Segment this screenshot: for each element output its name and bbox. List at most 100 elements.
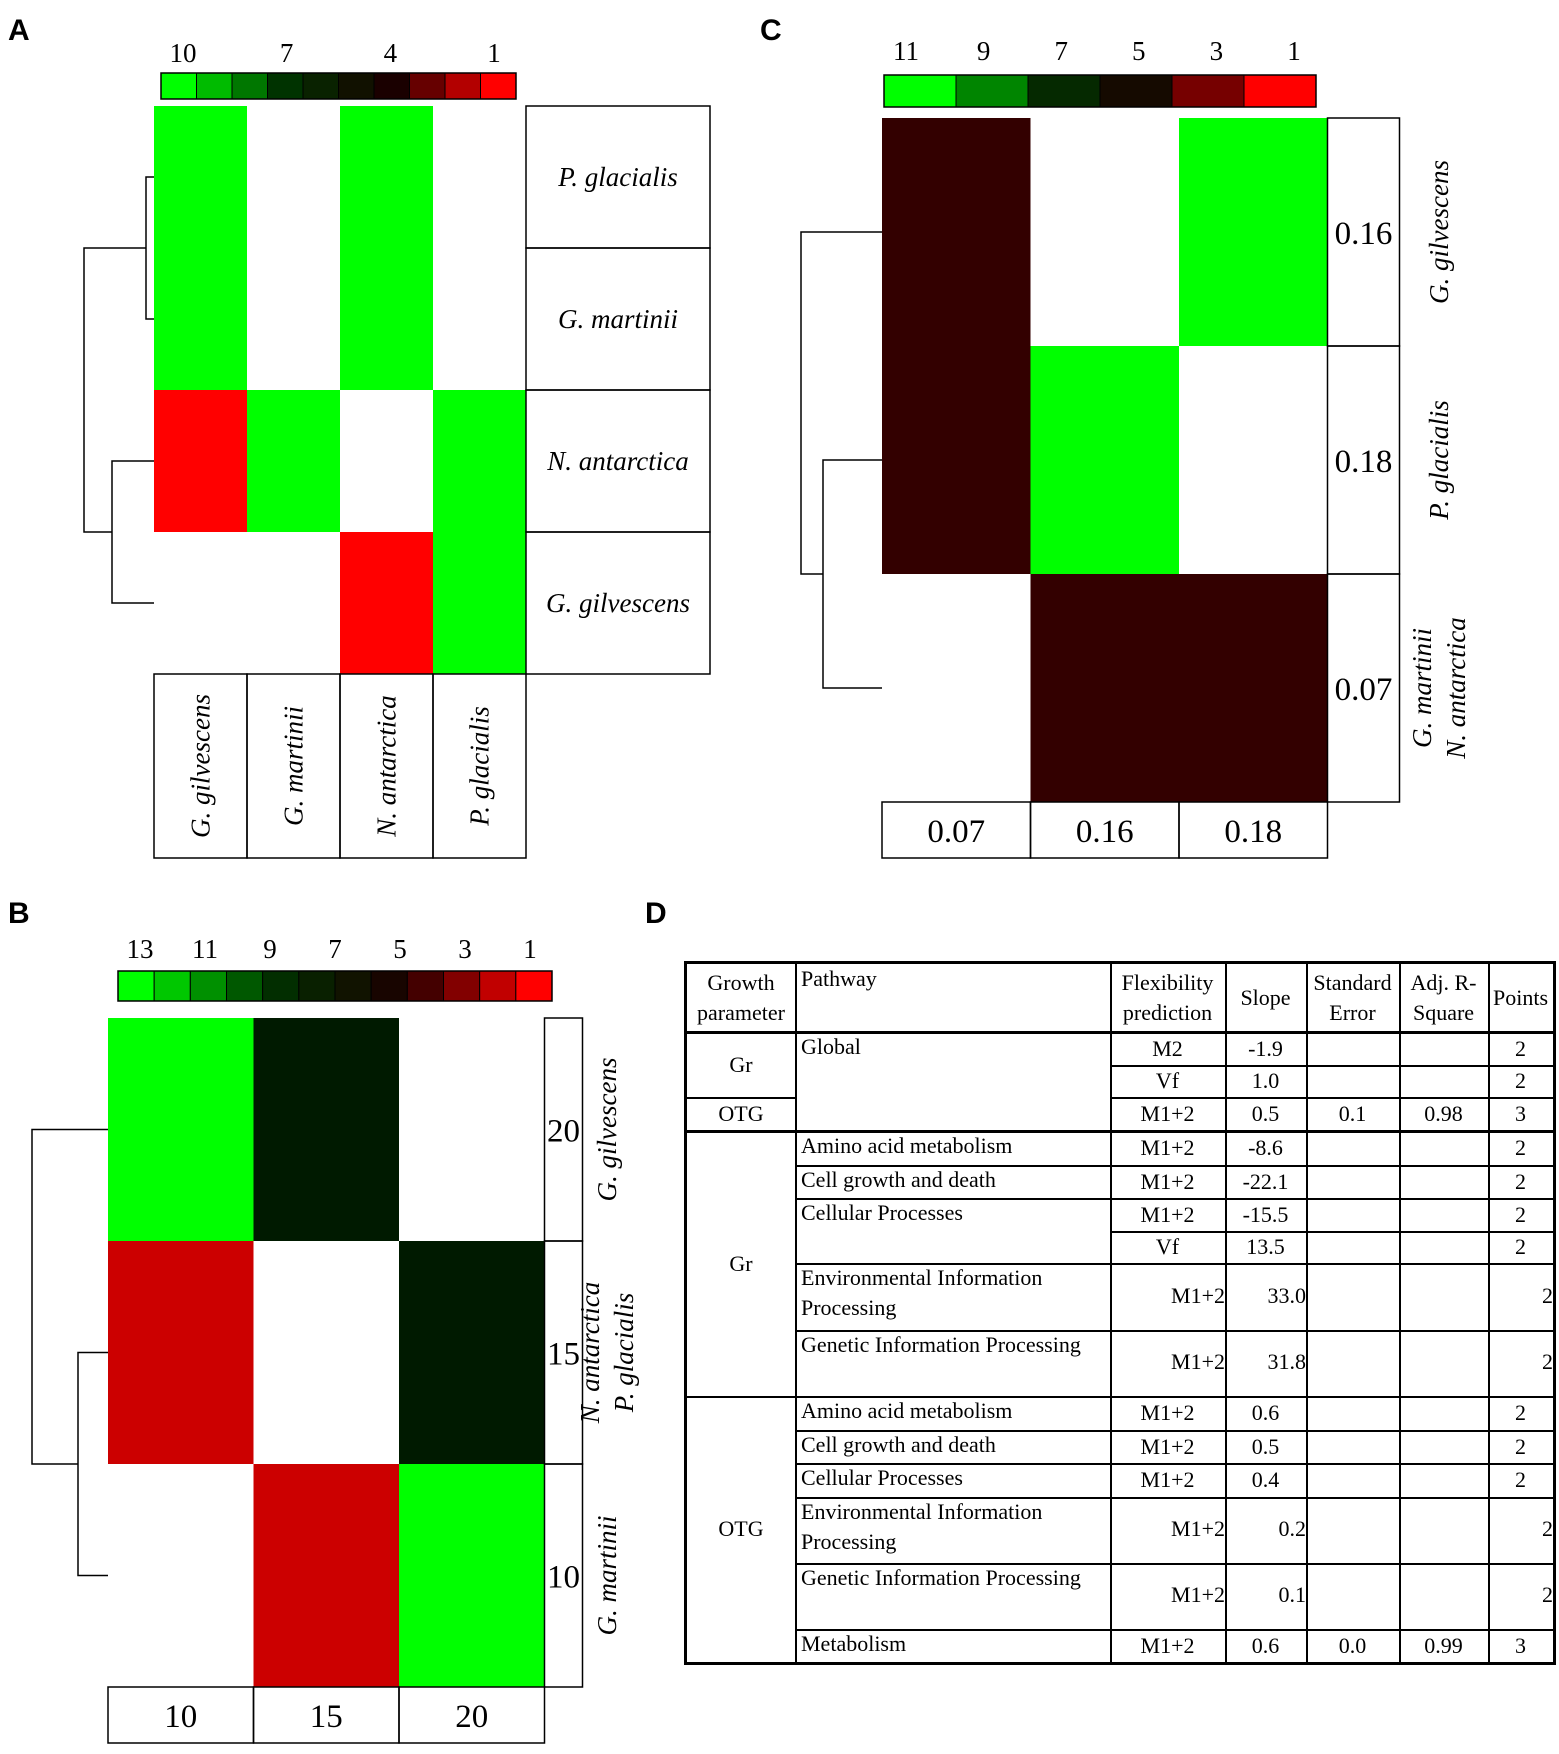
- table-points-cell-text: 2: [1515, 1467, 1526, 1492]
- table-r2-cell: [1399, 1330, 1488, 1396]
- a-colorbar-frame: [160, 72, 517, 100]
- results-table: Growth parameter Pathway Flexibility predict…: [684, 961, 1556, 1665]
- table-header-cell-text: Slope: [1240, 985, 1291, 1010]
- a-heatmap-cell: [340, 248, 433, 390]
- table-points-cell-text: 2: [1515, 1234, 1526, 1259]
- table-header-cell-text: Points: [1492, 985, 1549, 1010]
- table-growth-cell: Gr: [687, 1131, 795, 1396]
- b-colorbar-segment: [298, 970, 336, 1002]
- table-flex-cell-text: M1+2: [1171, 1582, 1225, 1607]
- table-points-cell: 2: [1488, 1563, 1553, 1629]
- table-flex-cell: M2: [1110, 1032, 1225, 1065]
- c-row-label: G. martinii: [1407, 628, 1437, 748]
- table-flex-cell: M1+2: [1110, 1097, 1225, 1131]
- table-pathway-cell: Cell growth and death: [795, 1430, 1110, 1463]
- table-slope-cell-text: 0.2: [1278, 1516, 1307, 1541]
- table-header-cell: Points: [1488, 964, 1553, 1032]
- table-growth-cell-text: OTG: [718, 1516, 764, 1541]
- table-r2-cell: [1399, 1198, 1488, 1231]
- a-col-label-box: [432, 673, 527, 859]
- table-points-cell-text: 2: [1515, 1135, 1526, 1160]
- b-heatmap-cell: [108, 1241, 254, 1464]
- a-row-label: G. gilvescens: [546, 588, 690, 618]
- c-heatmap-cell: [1179, 346, 1328, 574]
- b-heatmap-cell: [399, 1464, 545, 1687]
- table-header-cell: Slope: [1225, 964, 1306, 1032]
- a-heatmap-cell: [433, 106, 526, 248]
- table-se-cell: 0.0: [1306, 1629, 1399, 1662]
- table-flex-cell: M1+2: [1110, 1330, 1225, 1396]
- table-points-cell-text: 2: [1515, 1201, 1526, 1227]
- table-flex-cell-text: M1+2: [1140, 1632, 1195, 1658]
- table-flex-cell: M1+2: [1110, 1198, 1225, 1231]
- b-heatmap-cell: [108, 1018, 254, 1241]
- c-heatmap-cell: [1179, 118, 1328, 346]
- table-pathway-cell-text: Amino acid metabolism: [801, 1398, 1013, 1423]
- table-flex-cell-text: M1+2: [1140, 1400, 1195, 1425]
- table-slope-cell-text: -8.6: [1248, 1135, 1283, 1160]
- table-points-cell: 2: [1488, 1330, 1553, 1396]
- table-flex-cell: M1+2: [1110, 1131, 1225, 1165]
- table-points-cell: 2: [1488, 1497, 1553, 1563]
- table-header-cell-text: Square: [1412, 1000, 1475, 1025]
- table-growth-cell: OTG: [687, 1396, 795, 1662]
- heatmap-c: 11 9 7 5 3 1 0.16 0.18 0.07 G. gilvescens P. glaci…: [800, 36, 1471, 859]
- table-slope-cell-text: 0.6: [1251, 1400, 1280, 1425]
- a-col-label: G. martinii: [279, 706, 309, 826]
- a-heatmap-cell: [340, 532, 433, 674]
- table-r2-cell: [1399, 1032, 1488, 1065]
- table-points-cell: 2: [1488, 1463, 1553, 1497]
- a-heatmap-cell: [154, 248, 247, 390]
- table-pathway-cell-text: Amino acid metabolism: [801, 1133, 1013, 1158]
- c-colorbar-tick: 5: [1132, 36, 1146, 66]
- a-heatmap-cell: [154, 532, 247, 674]
- table-r2-cell: [1399, 1463, 1488, 1497]
- table-flex-cell-text: Vf: [1155, 1234, 1180, 1259]
- b-row-value-box: [543, 1463, 584, 1688]
- b-colorbar-segment: [334, 970, 372, 1002]
- c-heatmap-cell: [1030, 574, 1179, 802]
- table-points-cell: 2: [1488, 1430, 1553, 1463]
- table-r2-cell: [1399, 1131, 1488, 1165]
- table-flex-cell: M1+2: [1110, 1463, 1225, 1497]
- table-se-cell: [1306, 1065, 1399, 1097]
- b-colorbar-frame: [117, 970, 553, 1002]
- a-row-label: P. glacialis: [557, 162, 678, 192]
- table-pathway-cell: Environmental Information Processing: [795, 1497, 1110, 1563]
- table-slope-cell-text: 0.6: [1251, 1632, 1280, 1658]
- table-points-cell-text: 2: [1515, 1433, 1526, 1459]
- table-row-rule: [795, 1330, 1553, 1332]
- table-pathway-cell-text: Global: [801, 1034, 861, 1059]
- a-heatmap-cell: [340, 106, 433, 248]
- heatmap-b: 13 11 9 7 5 3 1 20 15 10 G. gilvescens N. antarctic…: [31, 934, 639, 1744]
- panel-letter-c: C: [760, 14, 782, 47]
- table-flex-cell-text: M1+2: [1140, 1201, 1195, 1227]
- table-r2-cell: [1399, 1263, 1488, 1330]
- b-dendrogram: [31, 1128, 108, 1577]
- table-r2-cell: [1399, 1065, 1488, 1097]
- b-colorbar-tick: 7: [328, 934, 342, 964]
- b-colorbar-segment: [370, 970, 408, 1002]
- c-col-value: 0.18: [1224, 814, 1282, 850]
- b-colorbar-segment: [515, 970, 553, 1002]
- b-row-value: 10: [547, 1560, 580, 1596]
- c-row-value: 0.18: [1335, 444, 1393, 480]
- b-colorbar-segment: [153, 970, 191, 1002]
- table-row-rule: [1110, 1065, 1553, 1067]
- c-colorbar-frame: [883, 74, 1317, 108]
- table-se-cell: [1306, 1563, 1399, 1629]
- table-slope-cell-text: -1.9: [1248, 1035, 1283, 1061]
- table-slope-cell-text: -15.5: [1242, 1201, 1289, 1227]
- table-pathway-cell-text: Cell growth and death: [801, 1167, 996, 1192]
- table-slope-cell: 0.2: [1225, 1497, 1307, 1563]
- table-pathway-cell-text: Environmental Information: [801, 1499, 1043, 1524]
- table-row-rule: [795, 1497, 1553, 1499]
- table-flex-cell-text: Vf: [1155, 1068, 1180, 1093]
- b-colorbar-segment: [117, 970, 155, 1002]
- a-heatmap-cell: [247, 532, 340, 674]
- table-r2-cell: [1399, 1231, 1488, 1263]
- table-pathway-cell: Cellular Processes: [795, 1198, 1110, 1263]
- panel-letter-a: A: [8, 14, 30, 47]
- table-pathway-cell-text: Cell growth and death: [801, 1432, 996, 1457]
- table-header-cell: Pathway: [795, 964, 1110, 1032]
